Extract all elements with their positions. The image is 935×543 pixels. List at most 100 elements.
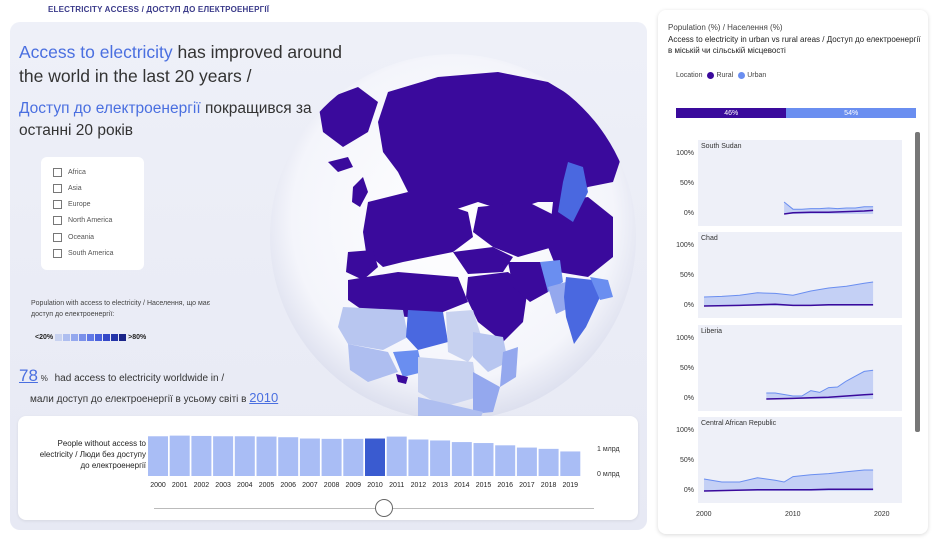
bar-2014[interactable] xyxy=(451,442,472,476)
filter-label: Europe xyxy=(68,201,91,208)
region-nigeria[interactable] xyxy=(393,350,423,377)
bar-year-label: 2007 xyxy=(302,482,318,489)
filter-label: North America xyxy=(68,217,113,224)
scale-swatch xyxy=(71,334,79,341)
bar-2010[interactable] xyxy=(365,438,385,476)
region-gulf-of-guinea-dark[interactable] xyxy=(396,374,408,384)
country-name: Chad xyxy=(701,235,718,242)
scale-swatch xyxy=(87,334,95,341)
region-mali-niger[interactable] xyxy=(338,307,408,350)
bar-2002[interactable] xyxy=(191,435,212,476)
bar-2006[interactable] xyxy=(278,437,299,476)
bar-2009[interactable] xyxy=(343,438,364,476)
bar-2003[interactable] xyxy=(213,436,234,476)
bar-2004[interactable] xyxy=(234,436,255,476)
right-panel-subtitle: Access to electricity in urban vs rural … xyxy=(668,35,921,55)
bar-2011[interactable] xyxy=(386,436,407,476)
bar-2012[interactable] xyxy=(408,439,429,476)
bar-2000[interactable] xyxy=(148,436,168,476)
scrollbar[interactable] xyxy=(915,132,920,432)
bar-2016[interactable] xyxy=(495,445,516,476)
scale-high-label: >80% xyxy=(128,334,147,341)
y-tick-label: 50% xyxy=(679,272,694,279)
rural-urban-share-bar[interactable]: 46% 54% xyxy=(676,108,916,118)
dashboard-title: ELECTRICITY ACCESS / ДОСТУП ДО ЕЛЕКТРОЕН… xyxy=(48,5,270,14)
filter-north-america[interactable]: North America xyxy=(53,216,112,225)
region-uk[interactable] xyxy=(352,177,368,207)
stat-year: 2010 xyxy=(249,390,279,405)
region-east-africa[interactable] xyxy=(473,372,500,414)
filter-africa[interactable]: Africa xyxy=(53,168,86,177)
bar-2008[interactable] xyxy=(321,438,342,476)
region-ethiopia[interactable] xyxy=(473,332,508,372)
year-slider-handle[interactable] xyxy=(375,499,393,517)
location-label: Location xyxy=(676,72,703,79)
country-panel[interactable]: Central African Republic xyxy=(698,417,902,503)
rural-share-segment[interactable]: 46% xyxy=(676,108,787,118)
stat-line-en: 78 % had access to electricity worldwide… xyxy=(19,366,224,386)
checkbox-icon[interactable] xyxy=(53,249,62,258)
region-turkey-caucasus[interactable] xyxy=(453,247,513,274)
region-somalia[interactable] xyxy=(500,347,518,387)
filter-europe[interactable]: Europe xyxy=(53,200,91,209)
y-tick-label: 50% xyxy=(679,365,694,372)
checkbox-icon[interactable] xyxy=(53,233,62,242)
urban-share-segment[interactable]: 54% xyxy=(786,108,916,118)
scale-swatch xyxy=(103,334,111,341)
region-nepal-bangladesh[interactable] xyxy=(590,277,613,300)
bar-year-label: 2009 xyxy=(346,482,362,489)
checkbox-icon[interactable] xyxy=(53,200,62,209)
x-tick-label: 2000 xyxy=(696,511,712,518)
bar-chart-title: People without access to electricity / Л… xyxy=(39,439,146,470)
region-india[interactable] xyxy=(564,277,600,344)
region-iberia[interactable] xyxy=(346,250,378,280)
region-europe[interactable] xyxy=(363,192,473,267)
region-central-africa[interactable] xyxy=(418,357,478,407)
world-map-globe[interactable] xyxy=(268,52,638,422)
region-eastern-russia-blue[interactable] xyxy=(558,162,588,222)
bar-2013[interactable] xyxy=(430,440,451,476)
country-name: Liberia xyxy=(701,328,723,335)
country-panel[interactable]: South Sudan xyxy=(698,140,902,226)
bar-2015[interactable] xyxy=(473,443,494,476)
region-afghanistan[interactable] xyxy=(540,260,563,292)
country-panel[interactable]: Chad xyxy=(698,232,902,318)
headline-en: Access to electricity has improved aroun… xyxy=(19,40,349,88)
region-libya[interactable] xyxy=(408,277,446,314)
region-west-africa[interactable] xyxy=(348,344,398,382)
urban-area xyxy=(766,370,874,399)
stat-percent-sign: % xyxy=(40,374,48,383)
urban-legend-label[interactable]: Urban xyxy=(747,72,767,79)
bar-year-label: 2014 xyxy=(454,482,470,489)
bar-2018[interactable] xyxy=(538,448,559,476)
region-iran[interactable] xyxy=(508,262,548,302)
bar-2007[interactable] xyxy=(299,438,320,476)
region-scandinavia[interactable] xyxy=(423,92,458,162)
country-name: South Sudan xyxy=(701,143,742,150)
bar-2017[interactable] xyxy=(516,447,537,476)
region-greenland[interactable] xyxy=(318,87,378,147)
region-china[interactable] xyxy=(548,197,613,277)
checkbox-icon[interactable] xyxy=(53,184,62,193)
people-without-access-bar-chart[interactable]: 2000 2001 2002 2003 2004 2005 2006 2007 2008 2009… xyxy=(146,426,626,516)
filter-oceania[interactable]: Oceania xyxy=(53,233,94,242)
bar-year-label: 2017 xyxy=(519,482,535,489)
country-panel[interactable]: Liberia xyxy=(698,325,902,411)
filter-south-america[interactable]: South America xyxy=(53,249,114,258)
year-slider-track[interactable] xyxy=(154,508,594,509)
region-middle-east[interactable] xyxy=(466,272,528,342)
checkbox-icon[interactable] xyxy=(53,216,62,225)
y-tick-label: 100% xyxy=(676,427,694,434)
rural-legend-label[interactable]: Rural xyxy=(716,72,734,79)
region-iceland[interactable] xyxy=(328,157,353,172)
country-name: Central African Republic xyxy=(701,420,777,427)
bar-2001[interactable] xyxy=(169,435,190,476)
region-central-asia[interactable] xyxy=(473,202,558,257)
filter-asia[interactable]: Asia xyxy=(53,184,82,193)
region-algeria-center[interactable] xyxy=(406,310,448,350)
bar-2005[interactable] xyxy=(256,436,277,476)
bar-year-label: 2015 xyxy=(476,482,492,489)
bar-2019[interactable] xyxy=(560,451,581,476)
checkbox-icon[interactable] xyxy=(53,168,62,177)
y-tick-label: 0% xyxy=(683,210,694,217)
